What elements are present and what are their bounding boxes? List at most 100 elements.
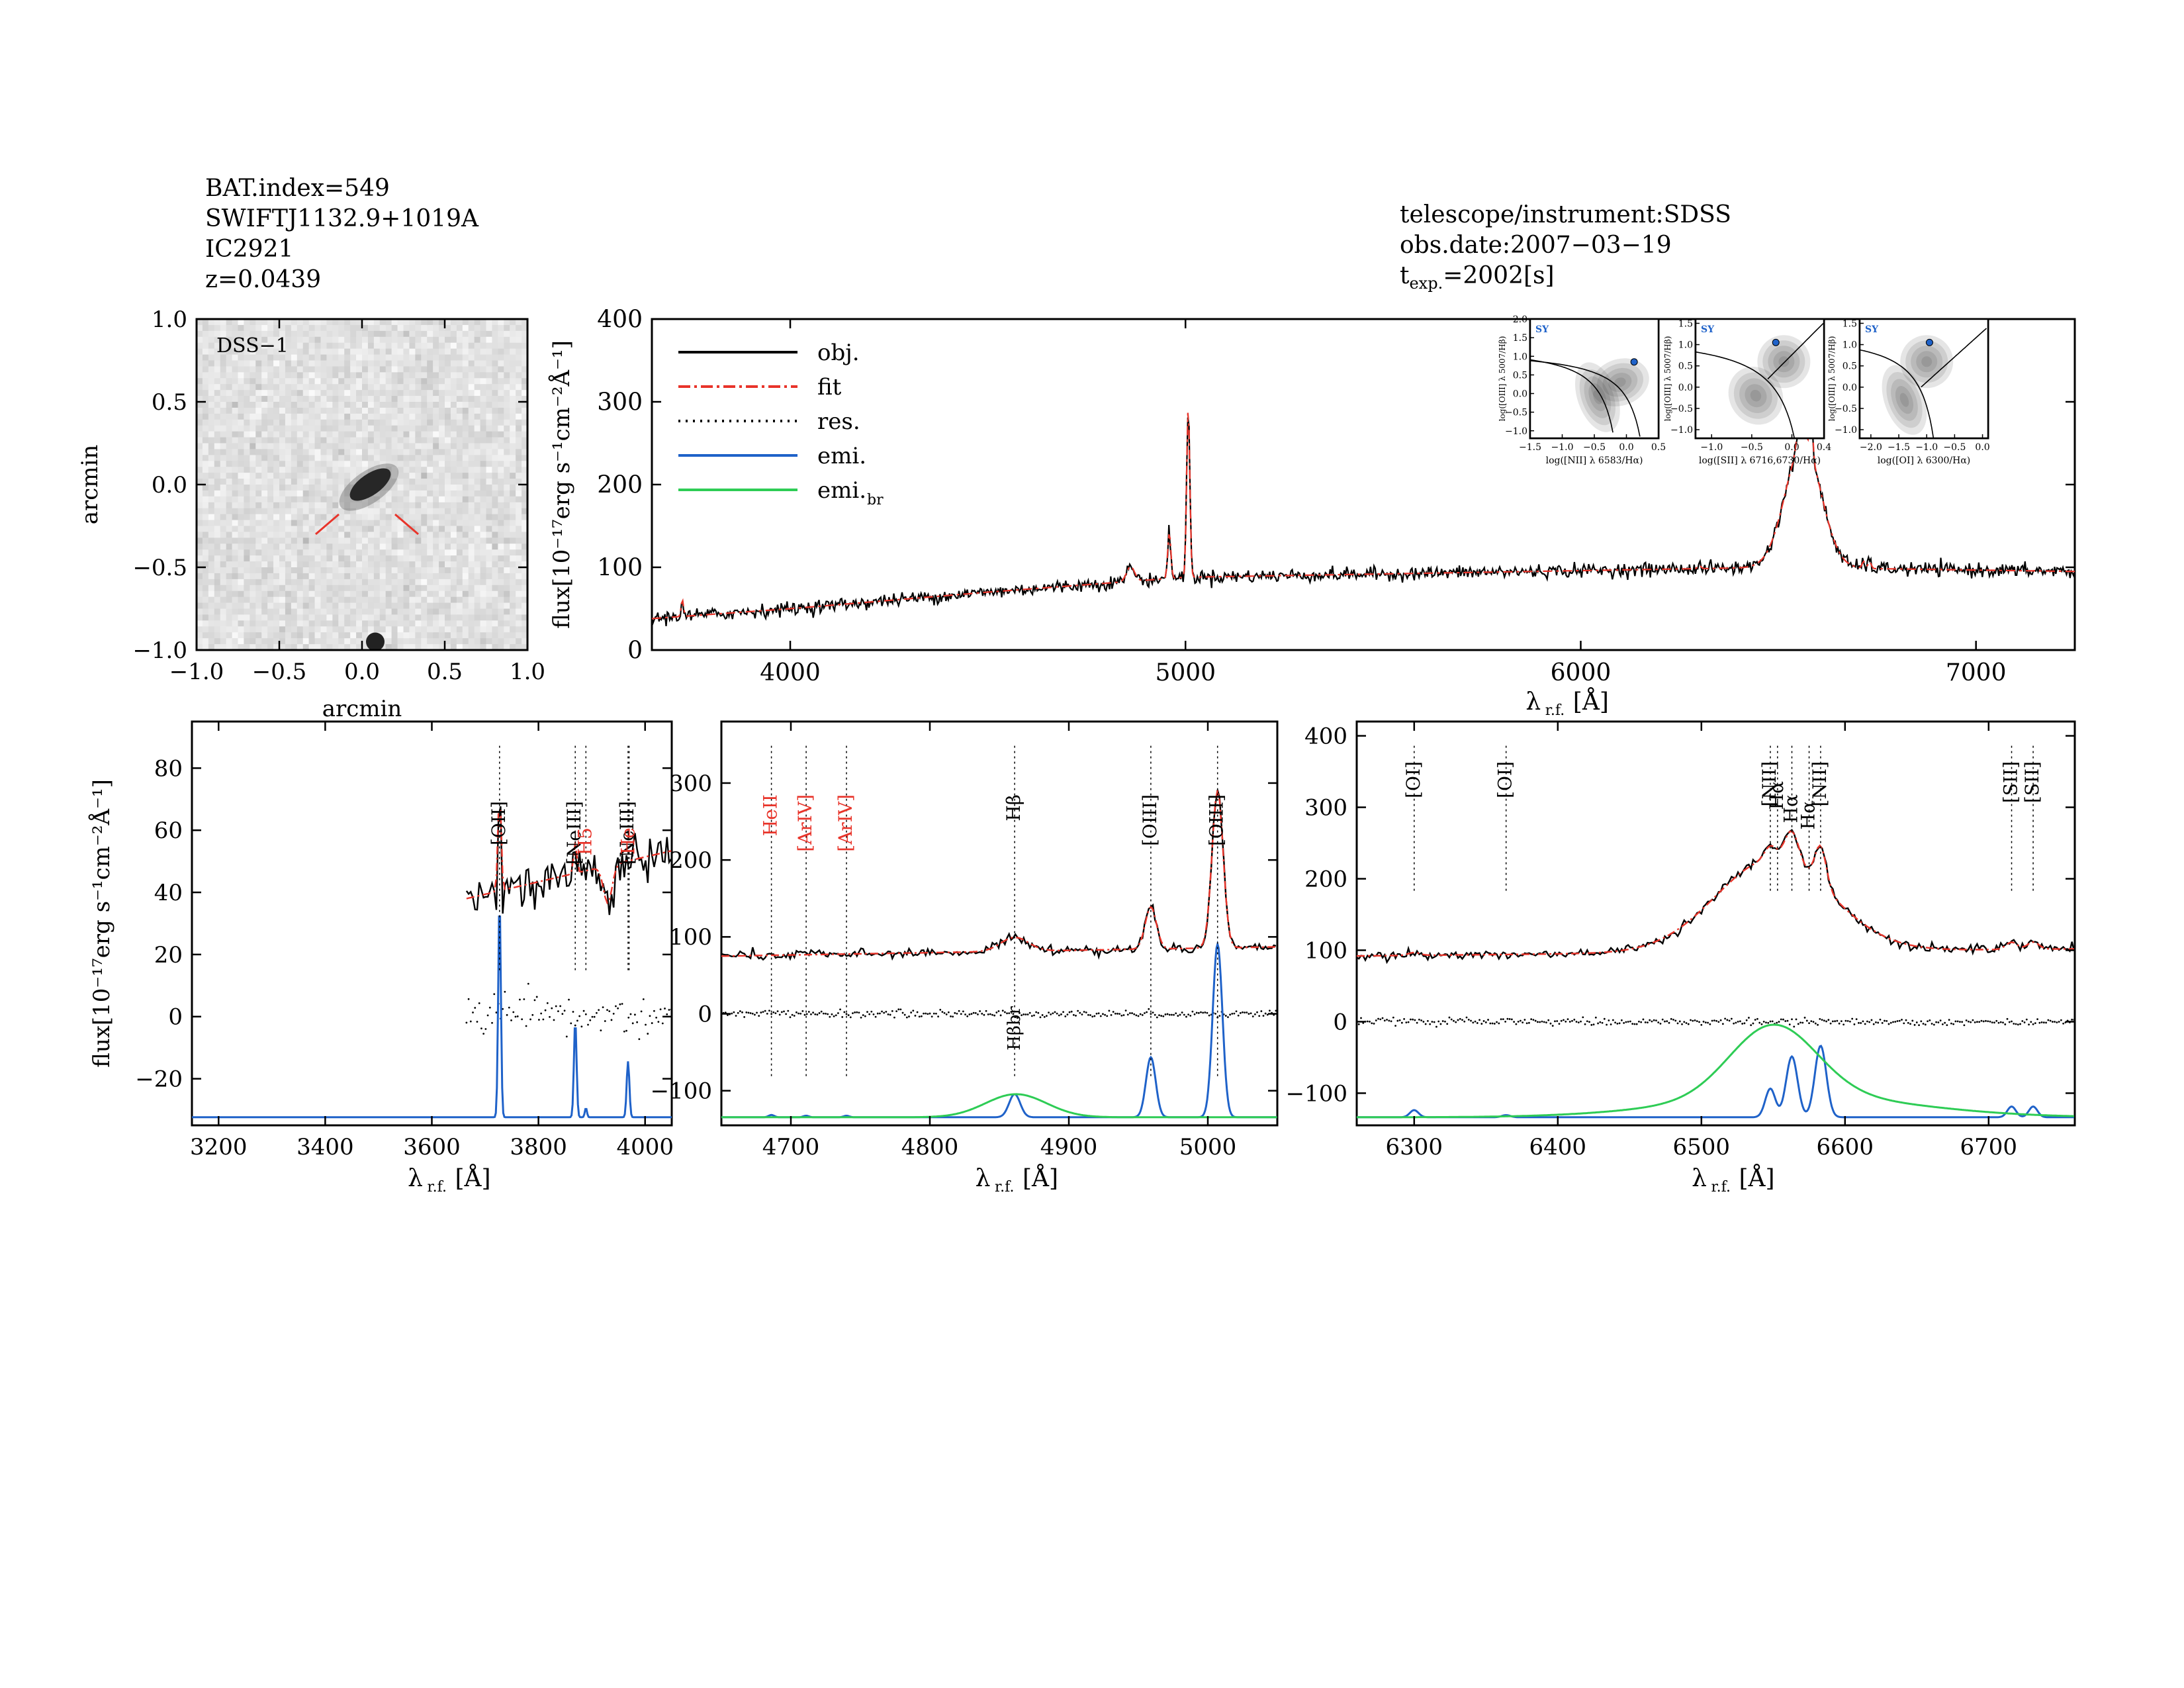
dss-pixel [456, 354, 463, 361]
dss-pixel [197, 431, 203, 438]
dss-pixel [433, 590, 439, 598]
dss-pixel [409, 538, 416, 544]
bpt-density [1768, 346, 1800, 378]
dss-pixel [208, 378, 215, 385]
dss-pixel [232, 461, 238, 467]
dss-pixel [244, 644, 250, 651]
dss-pixel [450, 485, 457, 491]
y-tick-label: 0 [627, 637, 643, 665]
dss-pixel [279, 431, 286, 438]
residual-dot [754, 1013, 756, 1016]
dss-pixel [421, 324, 428, 332]
residual-dot [1657, 1021, 1660, 1023]
dss-pixel [397, 585, 404, 592]
dss-pixel [302, 632, 310, 639]
dss-pixel [397, 372, 404, 379]
residual-dot [1118, 1013, 1121, 1015]
dss-pixel [197, 449, 203, 455]
dss-pixel [456, 549, 463, 556]
dss-pixel [462, 585, 469, 592]
residual-dot [1202, 1011, 1205, 1014]
dss-pixel [202, 473, 209, 479]
line-label: [OIII] [1206, 794, 1228, 846]
x-tick-label: 4000 [616, 1134, 674, 1160]
dss-pixel [450, 324, 457, 332]
dss-pixel [255, 455, 262, 461]
residual-dot [827, 1013, 829, 1015]
dss-pixel [450, 567, 457, 574]
dss-pixel [244, 419, 250, 426]
dss-pixel [516, 514, 522, 521]
dss-pixel [267, 485, 274, 491]
dss-pixel [326, 490, 333, 497]
residual-dot [1577, 1021, 1580, 1024]
dss-pixel [226, 437, 233, 444]
residual-dot [1030, 1015, 1033, 1017]
dss-pixel [391, 384, 398, 391]
dss-pixel [421, 602, 428, 609]
exposure-sub: exp. [1409, 274, 1443, 293]
dss-pixel [285, 585, 292, 592]
dss-pixel [250, 520, 256, 526]
dss-pixel [468, 324, 475, 332]
dss-pixel [510, 319, 516, 326]
dss-pixel [273, 455, 280, 461]
dss-pixel [214, 366, 221, 373]
dss-pixel [267, 626, 274, 633]
bpt-x-tick-label: 0.0 [1784, 442, 1799, 453]
x-tick-label: 6300 [1386, 1134, 1443, 1160]
dss-pixel [522, 579, 528, 586]
residual-dot [2017, 1023, 2019, 1026]
bpt-density [1762, 340, 1805, 383]
dss-pixel [296, 473, 304, 479]
dss-pixel [308, 473, 316, 479]
dss-pixel [516, 413, 522, 420]
dss-pixel [439, 644, 445, 651]
dss-pixel [516, 455, 522, 461]
dss-pixel [273, 626, 280, 633]
dss-pixel [338, 561, 345, 568]
dss-pixel [255, 431, 262, 438]
dss-pixel [445, 626, 451, 633]
dss-pixel [362, 396, 369, 402]
dss-pixel [504, 360, 510, 367]
dss-pixel [267, 366, 274, 373]
dss-pixel [373, 366, 381, 373]
dss-pixel [302, 626, 310, 633]
dss-pixel [367, 342, 375, 350]
dss-pixel [445, 602, 451, 609]
residual-dot [559, 1005, 562, 1008]
dss-pixel [261, 419, 268, 426]
line-label: [ArIV] [835, 794, 856, 852]
residual-dot [1141, 1013, 1144, 1016]
residual-dot [964, 1013, 966, 1015]
dss-pixel [350, 443, 357, 449]
dss-pixel [409, 455, 416, 461]
residual-dot [1582, 1016, 1584, 1019]
residual-dot [1633, 1023, 1636, 1025]
residual-dot [486, 1014, 489, 1017]
dss-pixel [427, 585, 433, 592]
dss-noise [197, 319, 528, 651]
dss-pixel [314, 490, 321, 497]
dss-pixel [202, 455, 209, 461]
dss-pixel [261, 431, 268, 438]
x-tick-label: 3400 [296, 1134, 354, 1160]
residual-dot [1985, 1019, 1987, 1022]
dss-pixel [350, 473, 357, 479]
line-label: Hα [1780, 794, 1802, 823]
dss-pixel [522, 319, 528, 326]
dss-pixel [367, 384, 375, 391]
dss-pixel [462, 449, 469, 455]
residual-dot [885, 1010, 887, 1013]
residual-dot [1106, 1015, 1109, 1017]
dss-pixel [373, 502, 381, 509]
dss-pixel [456, 532, 463, 538]
residual-dot [1459, 1017, 1461, 1020]
dss-pixel [486, 532, 492, 538]
dss-pixel [474, 585, 481, 592]
dss-pixel [332, 455, 339, 461]
dss-pixel [427, 549, 433, 556]
dss-pixel [208, 608, 215, 615]
dss-pixel [397, 425, 404, 432]
